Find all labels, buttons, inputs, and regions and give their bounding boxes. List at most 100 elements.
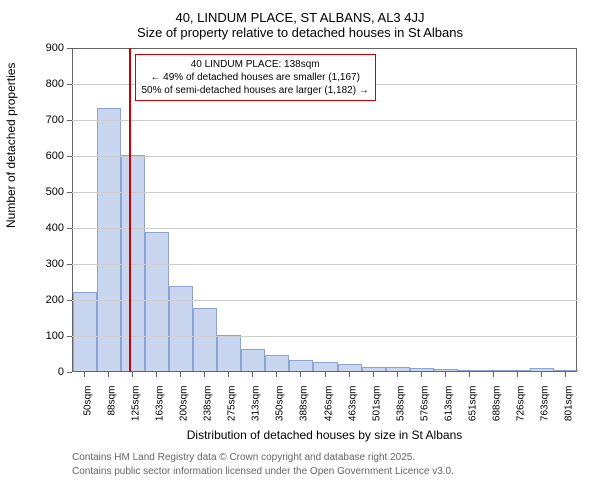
grid-line [72, 228, 577, 229]
histogram-bar [338, 364, 362, 371]
grid-line [72, 192, 577, 193]
xtick-label: 200sqm [179, 386, 190, 430]
ytick-mark [67, 192, 72, 193]
xtick-mark [349, 372, 350, 377]
chart-container: 40, LINDUM PLACE, ST ALBANS, AL3 4JJ Siz… [0, 0, 600, 500]
histogram-bar [289, 360, 313, 371]
chart-title-main: 40, LINDUM PLACE, ST ALBANS, AL3 4JJ [0, 0, 600, 25]
annotation-line-3: 50% of semi-detached houses are larger (… [142, 84, 369, 97]
xtick-label: 538sqm [395, 386, 406, 430]
ytick-mark [67, 228, 72, 229]
xtick-label: 313sqm [251, 386, 262, 430]
histogram-bar [73, 292, 97, 371]
histogram-bar [193, 308, 217, 371]
histogram-bar [482, 370, 506, 371]
xtick-mark [421, 372, 422, 377]
histogram-bar [241, 349, 265, 371]
ytick-mark [67, 336, 72, 337]
xtick-label: 50sqm [83, 386, 94, 430]
ytick-label: 100 [0, 330, 64, 342]
xtick-mark [300, 372, 301, 377]
histogram-bar [97, 108, 121, 371]
ytick-mark [67, 156, 72, 157]
xtick-label: 726sqm [515, 386, 526, 430]
grid-line [72, 300, 577, 301]
histogram-bar [434, 369, 458, 371]
histogram-bar [386, 367, 410, 371]
xtick-mark [565, 372, 566, 377]
ytick-mark [67, 120, 72, 121]
histogram-bar [217, 335, 241, 371]
xtick-label: 275sqm [227, 386, 238, 430]
xtick-label: 350sqm [275, 386, 286, 430]
ytick-label: 900 [0, 42, 64, 54]
xtick-mark [180, 372, 181, 377]
xtick-label: 688sqm [491, 386, 502, 430]
histogram-bar [410, 368, 434, 371]
ytick-label: 400 [0, 222, 64, 234]
xtick-mark [397, 372, 398, 377]
xtick-label: 426sqm [323, 386, 334, 430]
xtick-label: 463sqm [347, 386, 358, 430]
grid-line [72, 264, 577, 265]
xtick-mark [325, 372, 326, 377]
xtick-mark [445, 372, 446, 377]
ytick-label: 300 [0, 258, 64, 270]
grid-line [72, 120, 577, 121]
xtick-mark [541, 372, 542, 377]
ytick-mark [67, 372, 72, 373]
ytick-label: 800 [0, 78, 64, 90]
xtick-label: 88sqm [107, 386, 118, 430]
xtick-mark [132, 372, 133, 377]
xtick-label: 651sqm [467, 386, 478, 430]
attribution-line-2: Contains public sector information licen… [72, 466, 454, 477]
xtick-mark [156, 372, 157, 377]
ytick-label: 700 [0, 114, 64, 126]
reference-line [129, 48, 131, 372]
histogram-bar [458, 370, 482, 371]
ytick-label: 500 [0, 186, 64, 198]
xtick-label: 576sqm [419, 386, 430, 430]
xtick-mark [204, 372, 205, 377]
xtick-label: 801sqm [563, 386, 574, 430]
xtick-mark [493, 372, 494, 377]
histogram-bar [145, 232, 169, 371]
histogram-bar [506, 370, 530, 371]
ytick-label: 600 [0, 150, 64, 162]
xtick-label: 388sqm [299, 386, 310, 430]
attribution-line-1: Contains HM Land Registry data © Crown c… [72, 452, 415, 463]
xtick-mark [373, 372, 374, 377]
xtick-mark [469, 372, 470, 377]
xtick-mark [108, 372, 109, 377]
annotation-line-1: 40 LINDUM PLACE: 138sqm [142, 58, 369, 71]
histogram-bar [554, 370, 578, 371]
grid-line [72, 336, 577, 337]
histogram-bar [362, 367, 386, 371]
xtick-mark [517, 372, 518, 377]
ytick-label: 0 [0, 366, 64, 378]
annotation-box: 40 LINDUM PLACE: 138sqm← 49% of detached… [135, 54, 376, 101]
xtick-label: 501sqm [371, 386, 382, 430]
ytick-mark [67, 264, 72, 265]
chart-title-sub: Size of property relative to detached ho… [0, 25, 600, 40]
xtick-mark [276, 372, 277, 377]
x-axis-label: Distribution of detached houses by size … [72, 428, 577, 442]
xtick-label: 125sqm [131, 386, 142, 430]
annotation-line-2: ← 49% of detached houses are smaller (1,… [142, 71, 369, 84]
histogram-bar [313, 362, 337, 371]
xtick-mark [84, 372, 85, 377]
xtick-label: 163sqm [155, 386, 166, 430]
ytick-mark [67, 84, 72, 85]
grid-line [72, 156, 577, 157]
xtick-label: 613sqm [443, 386, 454, 430]
ytick-label: 200 [0, 294, 64, 306]
ytick-mark [67, 300, 72, 301]
histogram-bar [265, 355, 289, 371]
xtick-label: 238sqm [203, 386, 214, 430]
xtick-mark [228, 372, 229, 377]
ytick-mark [67, 48, 72, 49]
xtick-mark [252, 372, 253, 377]
histogram-bar [530, 368, 554, 371]
histogram-bar [121, 155, 145, 371]
xtick-label: 763sqm [539, 386, 550, 430]
